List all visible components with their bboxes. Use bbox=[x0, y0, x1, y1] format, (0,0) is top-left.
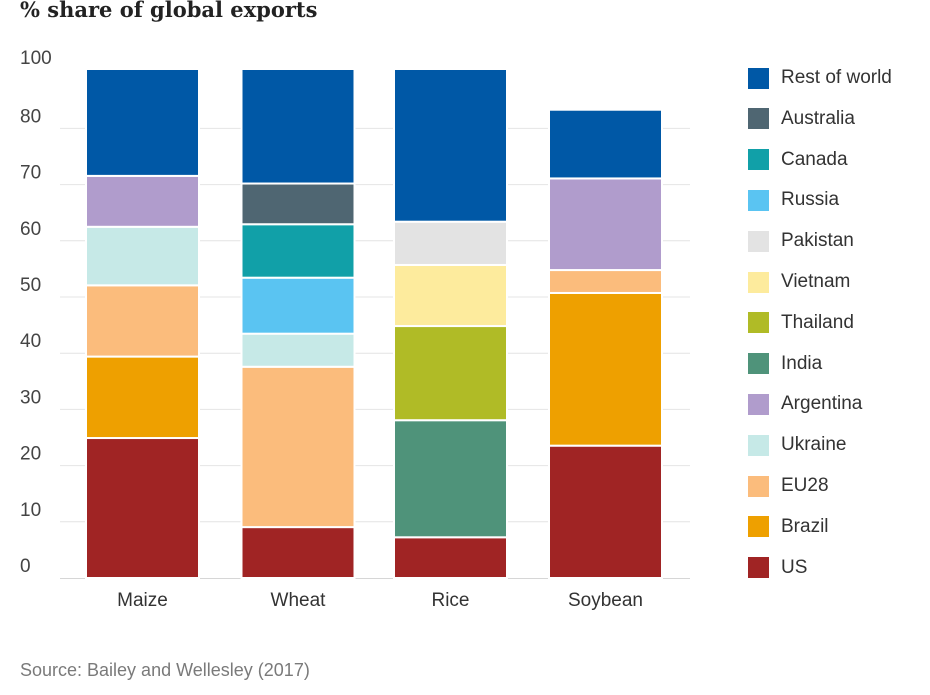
legend-swatch bbox=[748, 434, 769, 456]
bar-segment-wheat-canada bbox=[240, 223, 356, 279]
legend-swatch bbox=[748, 557, 769, 579]
bar-segment-maize-argentina bbox=[85, 174, 200, 228]
legend-label: Argentina bbox=[781, 393, 863, 415]
legend-item-us: US bbox=[748, 556, 807, 580]
x-tick-label: Maize bbox=[117, 590, 168, 611]
bar-segment-wheat-ukraine bbox=[240, 332, 356, 368]
legend-item-pakistan: Pakistan bbox=[748, 229, 854, 253]
y-tick-label: 60 bbox=[20, 219, 41, 240]
bar-segment-soybean-argentina bbox=[548, 177, 663, 272]
y-tick-label: 40 bbox=[20, 331, 41, 352]
chart-title: % share of global exports bbox=[20, 0, 318, 22]
legend-swatch bbox=[748, 189, 769, 211]
x-tick-label: Wheat bbox=[271, 590, 327, 611]
bar-segment-maize-ukraine bbox=[85, 225, 200, 287]
legend-label: Canada bbox=[781, 148, 848, 170]
legend-swatch bbox=[748, 312, 769, 334]
bar-segment-rice-vietnam bbox=[393, 263, 508, 328]
bar-segment-wheat-russia bbox=[240, 276, 356, 335]
bar-segment-maize-brazil bbox=[85, 355, 200, 440]
legend-swatch bbox=[748, 393, 769, 415]
legend-swatch bbox=[748, 108, 769, 130]
x-tick-label: Soybean bbox=[568, 590, 643, 611]
legend-label: Thailand bbox=[781, 311, 854, 333]
bar-segment-rice-rest-of-world bbox=[393, 68, 508, 223]
x-tick-label: Rice bbox=[431, 590, 469, 611]
stacked-bar-chart: 0 10 20 30 40 50 60 70 80 100 Maize Wheat Rice Soybea… bbox=[20, 48, 690, 611]
legend-label: Vietnam bbox=[781, 271, 851, 292]
bar-segment-rice-pakistan bbox=[393, 220, 508, 266]
legend-label: Ukraine bbox=[781, 434, 847, 456]
bar-segment-wheat-rest-of-world bbox=[240, 68, 356, 185]
legend-swatch bbox=[748, 67, 769, 89]
y-tick-label: 80 bbox=[20, 106, 41, 127]
bar-segment-wheat-us bbox=[240, 526, 356, 579]
legend-item-australia: Australia bbox=[748, 107, 855, 131]
legend-item-thailand: Thailand bbox=[748, 311, 854, 335]
legend-label: Australia bbox=[781, 107, 855, 129]
bar-segment-soybean-rest-of-world bbox=[548, 108, 663, 180]
legend-swatch bbox=[748, 271, 769, 293]
legend-label: Pakistan bbox=[781, 230, 854, 252]
bar-segment-maize-eu28 bbox=[85, 284, 200, 358]
legend-label: India bbox=[781, 352, 823, 374]
legend-label: US bbox=[781, 556, 808, 578]
y-tick-label: 70 bbox=[20, 163, 41, 184]
legend-swatch bbox=[748, 149, 769, 171]
y-tick-label: 10 bbox=[20, 500, 41, 521]
legend-swatch bbox=[748, 230, 769, 252]
legend-item-ukraine: Ukraine bbox=[748, 433, 846, 457]
bar-segment-wheat-eu28 bbox=[240, 365, 356, 529]
bar-segment-maize-us bbox=[85, 437, 200, 579]
y-tick-label: 20 bbox=[20, 444, 41, 465]
legend-item-vietnam: Vietnam bbox=[748, 270, 850, 294]
legend-item-india: India bbox=[748, 352, 822, 376]
legend-label: Rest of world bbox=[781, 67, 892, 88]
legend-item-rest-of-world: Rest of world bbox=[748, 66, 892, 90]
y-tick-label: 50 bbox=[20, 275, 41, 296]
legend-label: Brazil bbox=[781, 515, 829, 537]
source-note: Source: Bailey and Wellesley (2017) bbox=[20, 660, 310, 680]
bar-segment-soybean-eu28 bbox=[548, 269, 663, 294]
legend-item-eu28: EU28 bbox=[748, 474, 829, 498]
legend-item-russia: Russia bbox=[748, 188, 839, 212]
bar-segment-rice-thailand bbox=[393, 325, 508, 422]
legend-swatch bbox=[748, 353, 769, 375]
legend-item-brazil: Brazil bbox=[748, 515, 829, 539]
bar-segment-wheat-australia bbox=[240, 182, 356, 226]
y-tick-label: 30 bbox=[20, 387, 41, 408]
bar-segment-rice-us bbox=[393, 536, 508, 580]
legend-swatch bbox=[748, 475, 769, 497]
y-tick-label: 100 bbox=[20, 48, 52, 69]
bar-segment-soybean-brazil bbox=[548, 291, 663, 447]
bar-segment-soybean-us bbox=[548, 444, 663, 579]
bar-segment-maize-rest-of-world bbox=[85, 68, 200, 177]
bar-segment-rice-india bbox=[393, 419, 508, 539]
y-tick-label: 0 bbox=[20, 556, 31, 577]
legend-item-argentina: Argentina bbox=[748, 392, 862, 416]
legend-swatch bbox=[748, 516, 769, 538]
legend-item-canada: Canada bbox=[748, 148, 848, 172]
legend-label: Russia bbox=[781, 189, 840, 211]
legend-label: EU28 bbox=[781, 475, 829, 496]
